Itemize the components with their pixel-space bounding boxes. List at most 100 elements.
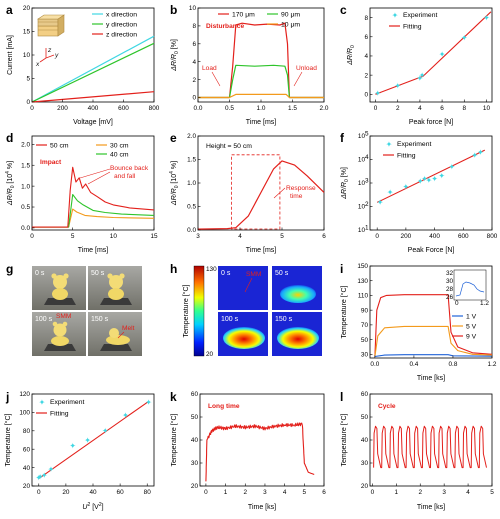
y-tick-label: 50: [191, 414, 199, 421]
annotation-arrow: [244, 277, 253, 293]
data-point: ✦: [48, 465, 55, 474]
series-layer: [31, 35, 155, 103]
panel-label: c: [340, 3, 347, 17]
y-tick-label: 110: [358, 293, 369, 300]
data-point: ✦: [145, 398, 152, 407]
legend-label: y direction: [106, 22, 137, 29]
legend: ✦ Experiment Fitting: [383, 140, 431, 160]
annotation-arrow: [211, 71, 221, 87]
heat-spot: [280, 285, 316, 303]
plot-frame: [31, 135, 155, 231]
x-tick-label: 0.0: [370, 361, 379, 368]
x-tick-label: 800: [487, 233, 498, 240]
y-axis-label: ΔR/R0: [347, 45, 356, 66]
axes-icon: z y x: [35, 47, 59, 68]
annotation-unload: Unload: [296, 65, 317, 72]
series-line: [374, 325, 493, 357]
y-tick-label: 30: [361, 352, 369, 359]
y-axis-label: ΔR/R0 [%]: [171, 39, 180, 72]
x-tick-label: 5: [71, 233, 75, 240]
x-tick-label: 0: [204, 489, 208, 496]
inset-tick: 30: [446, 278, 454, 285]
bear-icon: [100, 273, 132, 305]
data-point: ✦: [461, 34, 468, 43]
panel-label: g: [6, 262, 13, 276]
series-line: [197, 160, 325, 230]
photo-label: 150 s: [91, 316, 109, 323]
y-tick-label: 50: [361, 337, 369, 344]
series-line: [374, 354, 493, 358]
x-tick-label: 5: [303, 489, 307, 496]
heat-spot: [223, 327, 265, 349]
y-tick-label: 30: [361, 460, 369, 467]
x-tick-label: 6: [322, 489, 326, 496]
legend: 50 cm 30 cm 40 cm: [36, 143, 129, 159]
series-line: [32, 166, 155, 228]
annotation-bounce: and fall: [114, 173, 136, 180]
x-tick-label: 80: [144, 489, 152, 496]
data-point: ✦: [37, 473, 44, 482]
panel-label: h: [170, 262, 177, 276]
y-tick-label: 8: [364, 15, 368, 22]
panel-b: b Disturbance 170 μm 90 μm 10 μm Load Un…: [170, 3, 325, 126]
data-point: ✦: [403, 182, 410, 191]
x-tick-label: 3: [442, 489, 446, 496]
colorbar-label: Temperature [°C]: [182, 284, 190, 337]
annotation-response: Response: [286, 185, 316, 192]
y-tick-label: 1.5: [187, 157, 196, 164]
y-tick-label: 20: [361, 483, 369, 490]
x-tick-label: 3: [263, 489, 267, 496]
y-tick-label: 0: [192, 95, 196, 102]
y-tick-label: 4: [192, 59, 196, 66]
x-axis-label: Peak Force [N]: [408, 247, 455, 254]
data-point: ✦: [394, 81, 401, 90]
legend: ✦ Experiment Fitting: [36, 398, 84, 418]
series-line: [38, 400, 149, 480]
axis-label-y: y: [54, 52, 59, 59]
panel-title: Disturbance: [206, 23, 244, 30]
y-tick-label: 1.0: [21, 183, 30, 190]
legend-label: Fitting: [397, 153, 416, 160]
annotation-smm: SMM: [246, 271, 261, 278]
panel-label: e: [170, 131, 177, 145]
x-tick-label: 4: [238, 233, 242, 240]
inset-tick: 1.2: [480, 300, 489, 307]
panel-label: l: [340, 390, 343, 404]
x-tick-label: 600: [118, 105, 129, 112]
legend-label: Fitting: [50, 411, 69, 418]
y-tick-label: 60: [23, 446, 31, 453]
panel-i: i 0 1.2 26 28 30 32 1 V 5 V 9 V Time [ks…: [340, 262, 493, 382]
y-tick-label: 10: [189, 5, 197, 12]
inset-curve: [455, 281, 485, 297]
legend: ✦ Experiment Fitting: [389, 11, 437, 31]
series-layer: [198, 22, 324, 99]
heat-spot: [277, 327, 319, 349]
x-tick-label: 6: [440, 105, 444, 112]
legend-marker: ✦: [392, 11, 399, 20]
data-point: ✦: [35, 474, 42, 483]
x-axis-label: U2 [V2]: [82, 502, 103, 511]
legend-label: 10 μm: [281, 22, 300, 29]
series-line: [375, 11, 492, 95]
x-tick-label: 4: [466, 489, 470, 496]
photo-label: 50 s: [91, 270, 105, 277]
plot-frame: [369, 7, 493, 103]
x-tick-label: 5: [280, 233, 284, 240]
data-point: ✦: [438, 172, 445, 181]
colorbar-tick: 20: [206, 351, 214, 358]
panel-title: Impact: [40, 159, 62, 166]
photo-label: 150 s: [275, 316, 293, 323]
y-tick-label: 2: [364, 72, 368, 79]
data-point: ✦: [417, 74, 424, 83]
annotation-arrow: [273, 187, 286, 199]
x-tick-label: 400: [429, 233, 440, 240]
y-tick-label: 60: [361, 391, 369, 398]
x-tick-label: 2.0: [320, 105, 329, 112]
y-tick-label: 20: [23, 483, 31, 490]
cube-icon: [37, 14, 65, 37]
x-tick-label: 0.4: [409, 361, 418, 368]
y-tick-label: 6: [364, 34, 368, 41]
data-point: ✦: [417, 177, 424, 186]
